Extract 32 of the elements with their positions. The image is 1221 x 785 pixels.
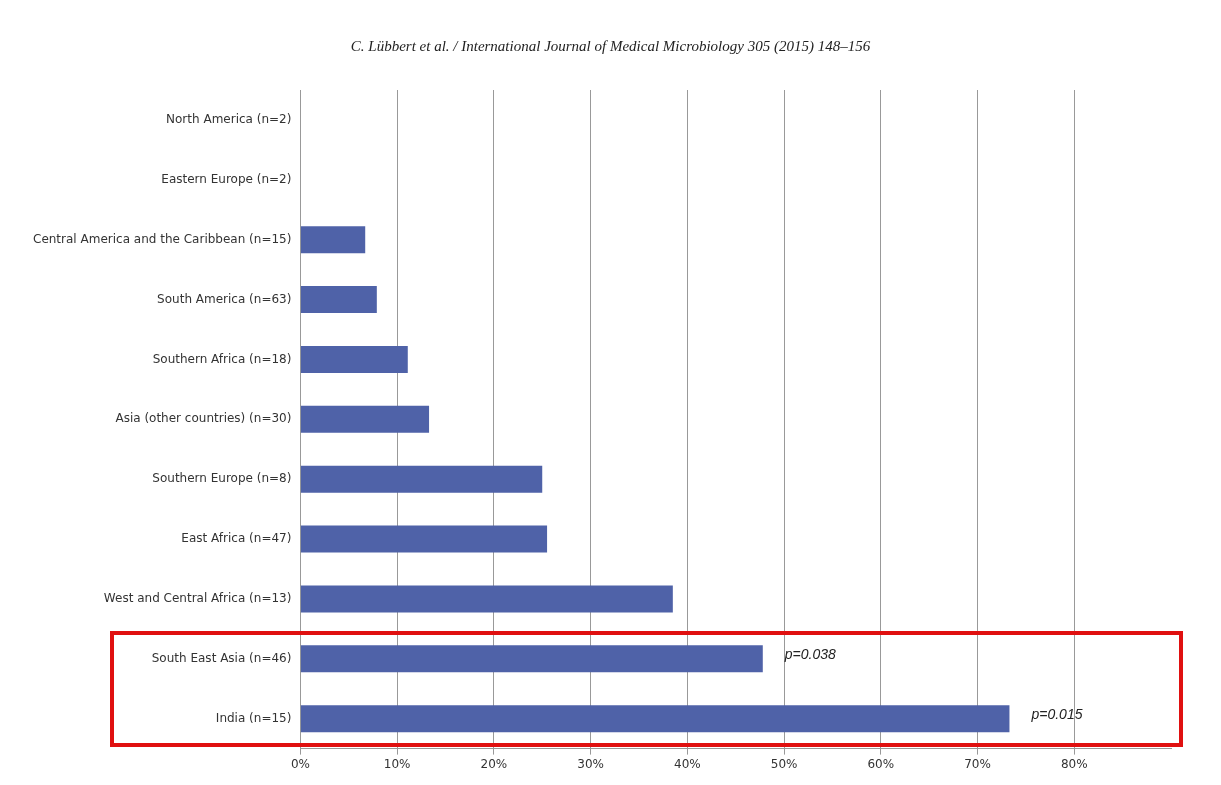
bar bbox=[300, 645, 763, 673]
y-tick-label: Eastern Europe (n=2) bbox=[161, 171, 292, 186]
y-tick-label: North America (n=2) bbox=[166, 112, 292, 127]
x-tick-label: 40% bbox=[674, 756, 701, 771]
y-tick-label: West and Central Africa (n=13) bbox=[103, 591, 292, 606]
x-tick-label: 30% bbox=[577, 756, 604, 771]
y-tick-label: South East Asia (n=46) bbox=[151, 650, 292, 665]
x-tick-label: 70% bbox=[964, 756, 991, 771]
chart-title: C. Lübbert et al. / International Journal of Medical Microbiology 305 (2015) 148–156 bbox=[349, 38, 872, 55]
bar bbox=[300, 286, 377, 314]
y-tick-label: Asia (other countries) (n=30) bbox=[115, 411, 292, 426]
x-tick-label: 10% bbox=[383, 756, 411, 771]
bar bbox=[300, 465, 543, 493]
y-tick-label: South America (n=63) bbox=[157, 291, 292, 306]
bar bbox=[300, 345, 408, 373]
y-tick-label: Central America and the Caribbean (n=15) bbox=[33, 231, 292, 246]
bar bbox=[300, 405, 430, 433]
y-tick-label: India (n=15) bbox=[215, 710, 292, 725]
annotation: p=0.015 bbox=[1030, 705, 1083, 722]
bar bbox=[300, 226, 366, 254]
y-tick-label: East Africa (n=47) bbox=[181, 531, 292, 546]
bar bbox=[300, 585, 673, 613]
x-tick-label: 0% bbox=[290, 756, 310, 771]
x-tick-label: 20% bbox=[480, 756, 508, 771]
x-tick-label: 60% bbox=[867, 756, 895, 771]
bar bbox=[300, 525, 548, 553]
bar bbox=[300, 705, 1010, 733]
y-tick-label: Southern Africa (n=18) bbox=[152, 351, 292, 366]
annotation: p=0.038 bbox=[783, 645, 836, 662]
x-tick-label: 50% bbox=[770, 756, 798, 771]
x-tick-label: 80% bbox=[1060, 756, 1088, 771]
y-tick-label: Southern Europe (n=8) bbox=[152, 471, 292, 486]
